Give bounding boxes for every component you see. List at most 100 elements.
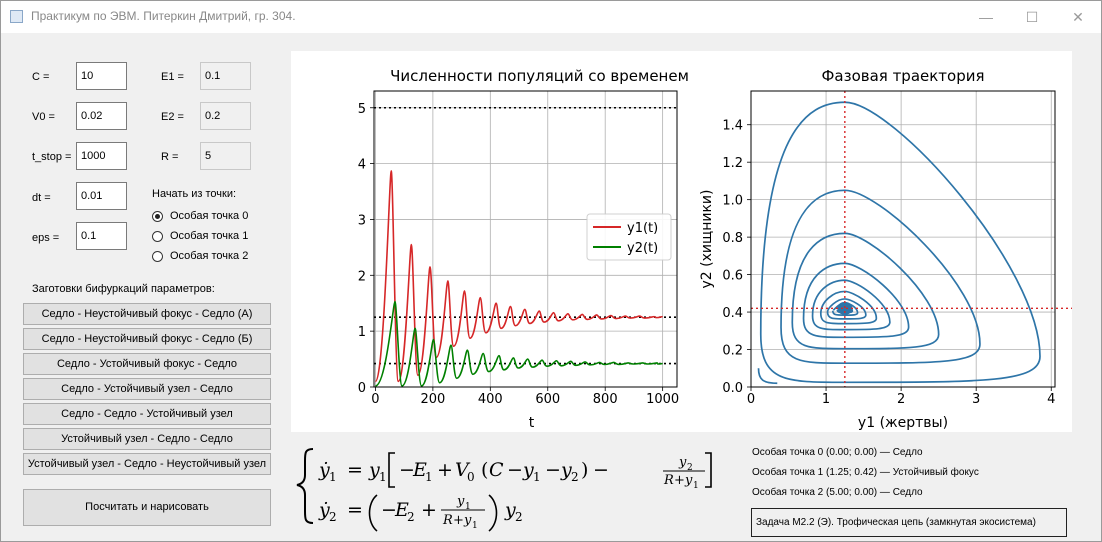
label-t-stop: t_stop = (32, 151, 72, 163)
t-stop-input[interactable]: 1000 (76, 142, 127, 170)
x-tick-label: 400 (478, 392, 503, 407)
brace-icon (296, 448, 314, 524)
svg-text:+: + (421, 499, 437, 521)
x-tick-label: 200 (420, 392, 445, 407)
presets-label: Заготовки бифуркаций параметров: (32, 283, 215, 295)
label-c: C = (32, 71, 50, 83)
start-point-label: Начать из точки: (152, 188, 237, 200)
svg-text:1: 1 (693, 481, 699, 491)
x-tick-label: 4 (1047, 392, 1055, 407)
label-dt: dt = (32, 192, 51, 204)
svg-text:−: − (399, 459, 415, 481)
chart-title-time: Численности популяций со временем (390, 67, 689, 85)
e2-field[interactable]: 0.2 (200, 102, 251, 130)
preset-button-5[interactable]: Седло - Седло - Устойчивый узел (23, 403, 271, 425)
svg-text:R: R (442, 513, 453, 528)
eq1-ydot: ẏ (318, 459, 330, 481)
phase-trajectory-loop-1 (759, 101, 1041, 384)
y-tick-label: 4 (358, 158, 366, 173)
singular-point-1: Особая точка 1 (1.25; 0.42) — Устойчивый… (752, 467, 979, 478)
preset-button-6[interactable]: Устойчивый узел - Седло - Седло (23, 428, 271, 450)
x-tick-label: 800 (593, 392, 618, 407)
svg-text:1: 1 (533, 470, 541, 484)
eq1-e: E (412, 459, 427, 481)
label-eps: eps = (32, 232, 60, 244)
axes-frame (750, 90, 1056, 388)
label-e1: E1 = (161, 71, 184, 83)
svg-text:+: + (453, 513, 464, 528)
preset-button-2[interactable]: Седло - Неустойчивый фокус - Седло (Б) (23, 328, 271, 350)
dt-input[interactable]: 0.01 (76, 182, 127, 210)
eq1-e-sub: 1 (425, 470, 433, 484)
svg-text:+: + (437, 459, 453, 481)
radio-label: Особая точка 2 (170, 250, 249, 262)
preset-button-1[interactable]: Седло - Неустойчивый фокус - Седло (А) (23, 303, 271, 325)
eq1-fraction: y 2 R + y 1 (663, 455, 705, 491)
y-tick-label: 1 (358, 325, 366, 340)
singular-point-0: Особая точка 0 (0.00; 0.00) — Седло (752, 447, 923, 458)
radio-button-selected[interactable] (152, 211, 163, 222)
minimize-button[interactable]: — (979, 9, 993, 25)
e1-field[interactable]: 0.1 (200, 62, 251, 90)
svg-text:y: y (684, 473, 693, 488)
x-axis-label: y1 (жертвы) (858, 415, 948, 431)
close-button[interactable]: ✕ (1072, 9, 1084, 25)
window-title: Практикум по ЭВМ. Питеркин Дмитрий, гр. … (31, 9, 296, 23)
svg-text:−: − (593, 459, 609, 481)
radio-button[interactable] (152, 231, 163, 242)
preset-button-4[interactable]: Седло - Устойчивый узел - Седло (23, 378, 271, 400)
plot-canvas: 0 200 400 600 800 1000 0 1 2 3 4 5 Численности попул… (291, 51, 1075, 432)
x-tick-label: 2 (897, 392, 905, 407)
eps-input[interactable]: 0.1 (76, 222, 127, 250)
svg-text:−: − (381, 499, 397, 521)
phase-trajectory-loop-4 (802, 262, 910, 339)
svg-text:y: y (504, 499, 516, 521)
label-e2: E2 = (161, 111, 184, 123)
x-tick-label: 600 (535, 392, 560, 407)
svg-text:=: = (347, 499, 363, 521)
svg-text:y: y (522, 459, 534, 481)
y-axis-label: y2 (хищники) (699, 190, 715, 289)
equation-system: ẏ 1 = y 1 − E 1 + V 0 ( C − y 1 − y 2 ) (291, 439, 721, 535)
x-tick-label: 1 (822, 392, 830, 407)
phase-trajectory-loop-7 (826, 298, 867, 320)
equation-svg: ẏ 1 = y 1 − E 1 + V 0 ( C − y 1 − y 2 ) (296, 448, 712, 532)
maximize-button[interactable]: ☐ (1025, 9, 1039, 25)
x-tick-label: 0 (747, 392, 755, 407)
svg-text:2: 2 (515, 510, 523, 524)
app-icon (10, 10, 23, 23)
svg-text:y: y (678, 455, 687, 470)
preset-button-7[interactable]: Устойчивый узел - Седло - Неустойчивый у… (23, 453, 271, 475)
y-tick-label: 1.0 (722, 194, 743, 209)
r-field[interactable]: 5 (200, 142, 251, 170)
svg-text:1: 1 (465, 502, 471, 512)
preset-button-3[interactable]: Седло - Устойчивый фокус - Седло (23, 353, 271, 375)
y-tick-label: 2 (358, 269, 366, 284)
eq2-ydot: ẏ (318, 499, 330, 521)
x-tick-label: 3 (972, 392, 980, 407)
y-tick-label: 1.4 (722, 119, 743, 134)
svg-text:=: = (347, 459, 363, 481)
y-tick-label: 0.4 (722, 306, 743, 321)
svg-text:2: 2 (571, 470, 579, 484)
svg-text:−: − (507, 459, 523, 481)
v0-input[interactable]: 0.02 (76, 102, 127, 130)
y-tick-label: 1.2 (722, 156, 743, 171)
svg-text:2: 2 (687, 463, 693, 473)
eq2-e: E (394, 499, 409, 521)
svg-text:−: − (545, 459, 561, 481)
svg-text:+: + (674, 473, 685, 488)
compute-button[interactable]: Посчитать и нарисовать (23, 489, 271, 526)
y-tick-label: 0.0 (722, 381, 743, 396)
task-label: Задача М2.2 (Э). Трофическая цепь (замкн… (751, 508, 1067, 537)
x-tick-label: 0 (371, 392, 379, 407)
y-tick-label: 3 (358, 213, 366, 228)
eq1-y-sub: 1 (379, 470, 387, 484)
x-tick-label: 1000 (646, 392, 679, 407)
c-input[interactable]: 10 (76, 62, 127, 90)
series-line-1 (374, 170, 663, 383)
svg-text:0: 0 (467, 470, 475, 484)
radio-button[interactable] (152, 251, 163, 262)
title-bar: Практикум по ЭВМ. Питеркин Дмитрий, гр. … (1, 1, 1101, 33)
